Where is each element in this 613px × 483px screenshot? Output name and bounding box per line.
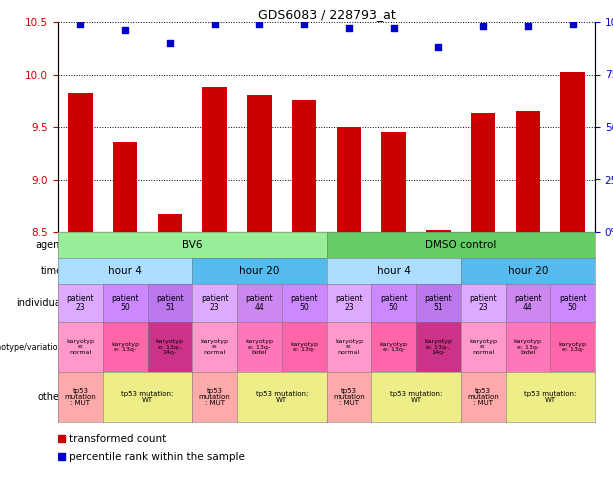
Point (389, 25, 398, 32)
Bar (292, 99, 316, 232)
Text: tp53
mutation
: MUT: tp53 mutation : MUT (199, 388, 230, 406)
Bar (471, 114, 495, 232)
Text: karyotyp
e: 13q-: karyotyp e: 13q- (558, 342, 587, 352)
Text: patient
50: patient 50 (112, 294, 139, 312)
Text: tp53
mutation
: MUT: tp53 mutation : MUT (333, 388, 365, 406)
Title: GDS6083 / 228793_at: GDS6083 / 228793_at (257, 8, 395, 21)
Text: patient
50: patient 50 (291, 294, 318, 312)
Text: karyotyp
e:
normal: karyotyp e: normal (200, 339, 229, 355)
Point (165, 39, 175, 47)
Text: tp53
mutation
: MUT: tp53 mutation : MUT (467, 388, 499, 406)
Text: patient
44: patient 44 (514, 294, 542, 312)
Bar (58, 453, 65, 460)
Point (344, 25, 354, 32)
Bar (426, 230, 451, 232)
Point (568, 20, 577, 28)
Text: karyotyp
e:
normal: karyotyp e: normal (66, 339, 94, 355)
Point (478, 22, 488, 30)
Text: patient
51: patient 51 (425, 294, 452, 312)
Text: patient
23: patient 23 (470, 294, 497, 312)
Text: hour 4: hour 4 (108, 266, 142, 276)
Text: tp53 mutation:
WT: tp53 mutation: WT (524, 391, 576, 403)
Bar (337, 127, 361, 232)
Bar (247, 96, 272, 232)
Text: time: time (41, 266, 63, 276)
Text: patient
50: patient 50 (559, 294, 587, 312)
Text: karyotyp
e:
normal: karyotyp e: normal (335, 339, 363, 355)
Text: DMSO control: DMSO control (425, 240, 497, 250)
Text: tp53 mutation:
WT: tp53 mutation: WT (256, 391, 308, 403)
Text: karyotyp
e: 13q-: karyotyp e: 13q- (290, 342, 318, 352)
Text: karyotyp
e:
normal: karyotyp e: normal (469, 339, 497, 355)
Bar (202, 87, 227, 232)
Bar (158, 214, 182, 232)
Bar (58, 435, 65, 442)
Text: hour 20: hour 20 (508, 266, 548, 276)
Text: patient
23: patient 23 (201, 294, 229, 312)
Text: hour 20: hour 20 (239, 266, 280, 276)
Point (254, 20, 264, 28)
Text: BV6: BV6 (182, 240, 202, 250)
Text: percentile rank within the sample: percentile rank within the sample (69, 452, 245, 462)
Text: karyotyp
e: 13q-
bidel: karyotyp e: 13q- bidel (514, 339, 542, 355)
Text: patient
50: patient 50 (380, 294, 408, 312)
Point (75, 20, 85, 28)
Text: patient
23: patient 23 (335, 294, 363, 312)
Text: karyotyp
e: 13q-: karyotyp e: 13q- (379, 342, 408, 352)
Text: hour 4: hour 4 (376, 266, 411, 276)
Point (523, 22, 533, 30)
Text: patient
51: patient 51 (156, 294, 184, 312)
Bar (68, 93, 93, 232)
Bar (381, 132, 406, 232)
Text: karyotyp
e: 13q-,
14q-: karyotyp e: 13q-, 14q- (156, 339, 184, 355)
Text: karyotyp
e: 13q-
bidel: karyotyp e: 13q- bidel (245, 339, 273, 355)
Text: patient
23: patient 23 (67, 294, 94, 312)
Text: tp53 mutation:
WT: tp53 mutation: WT (121, 391, 173, 403)
Point (433, 43, 443, 51)
Text: karyotyp
e: 13q-: karyotyp e: 13q- (111, 342, 139, 352)
Point (120, 27, 130, 34)
Point (299, 20, 309, 28)
Bar (560, 72, 585, 232)
Text: tp53
mutation
: MUT: tp53 mutation : MUT (64, 388, 96, 406)
Point (210, 20, 219, 28)
Text: genotype/variation: genotype/variation (0, 342, 63, 352)
Bar (516, 111, 540, 232)
Text: transformed count: transformed count (69, 434, 166, 444)
Text: individual: individual (16, 298, 63, 308)
Text: tp53 mutation:
WT: tp53 mutation: WT (390, 391, 442, 403)
Bar (113, 142, 137, 232)
Text: other: other (37, 392, 63, 402)
Text: karyotyp
e: 13q-,
14q-: karyotyp e: 13q-, 14q- (424, 339, 452, 355)
Text: patient
44: patient 44 (246, 294, 273, 312)
Text: agent: agent (35, 240, 63, 250)
